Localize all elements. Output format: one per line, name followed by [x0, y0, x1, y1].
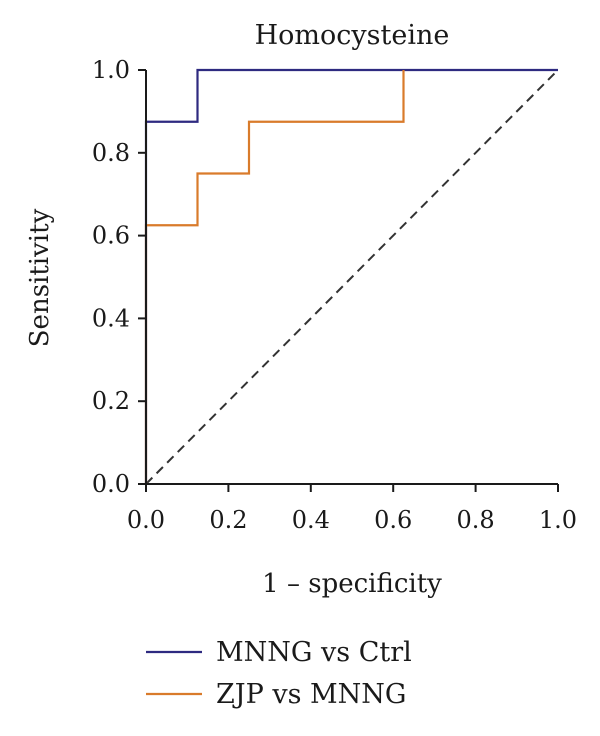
roc-series-line-2 [144, 70, 405, 484]
x-tick-label: 0.4 [292, 506, 330, 534]
x-tick-label: 0.8 [457, 506, 495, 534]
y-tick-label: 0.6 [92, 222, 130, 250]
x-tick-label: 0.2 [209, 506, 247, 534]
y-tick-label: 0.4 [92, 304, 130, 332]
y-tick-label: 0.2 [92, 387, 130, 415]
chart-title: Homocysteine [255, 20, 450, 51]
y-axis: 0.0 0.2 0.4 0.6 0.8 1.0 [92, 56, 147, 498]
legend-label-2: ZJP vs MNNG [216, 679, 407, 710]
x-tick-label: 0.0 [127, 506, 165, 534]
reference-diagonal-line [145, 69, 559, 485]
legend: MNNG vs Ctrl ZJP vs MNNG [146, 637, 412, 710]
plot-area [144, 68, 559, 485]
x-axis: 0.0 0.2 0.4 0.6 0.8 1.0 [127, 483, 577, 534]
y-tick-label: 1.0 [92, 56, 130, 84]
x-axis-title: 1 – specificity [262, 569, 442, 599]
y-axis-title: Sensitivity [25, 208, 55, 347]
x-tick-label: 1.0 [539, 506, 577, 534]
y-tick-label: 0.8 [92, 139, 130, 167]
x-tick-label: 0.6 [374, 506, 412, 534]
legend-label-1: MNNG vs Ctrl [216, 637, 412, 668]
y-tick-label: 0.0 [92, 470, 130, 498]
